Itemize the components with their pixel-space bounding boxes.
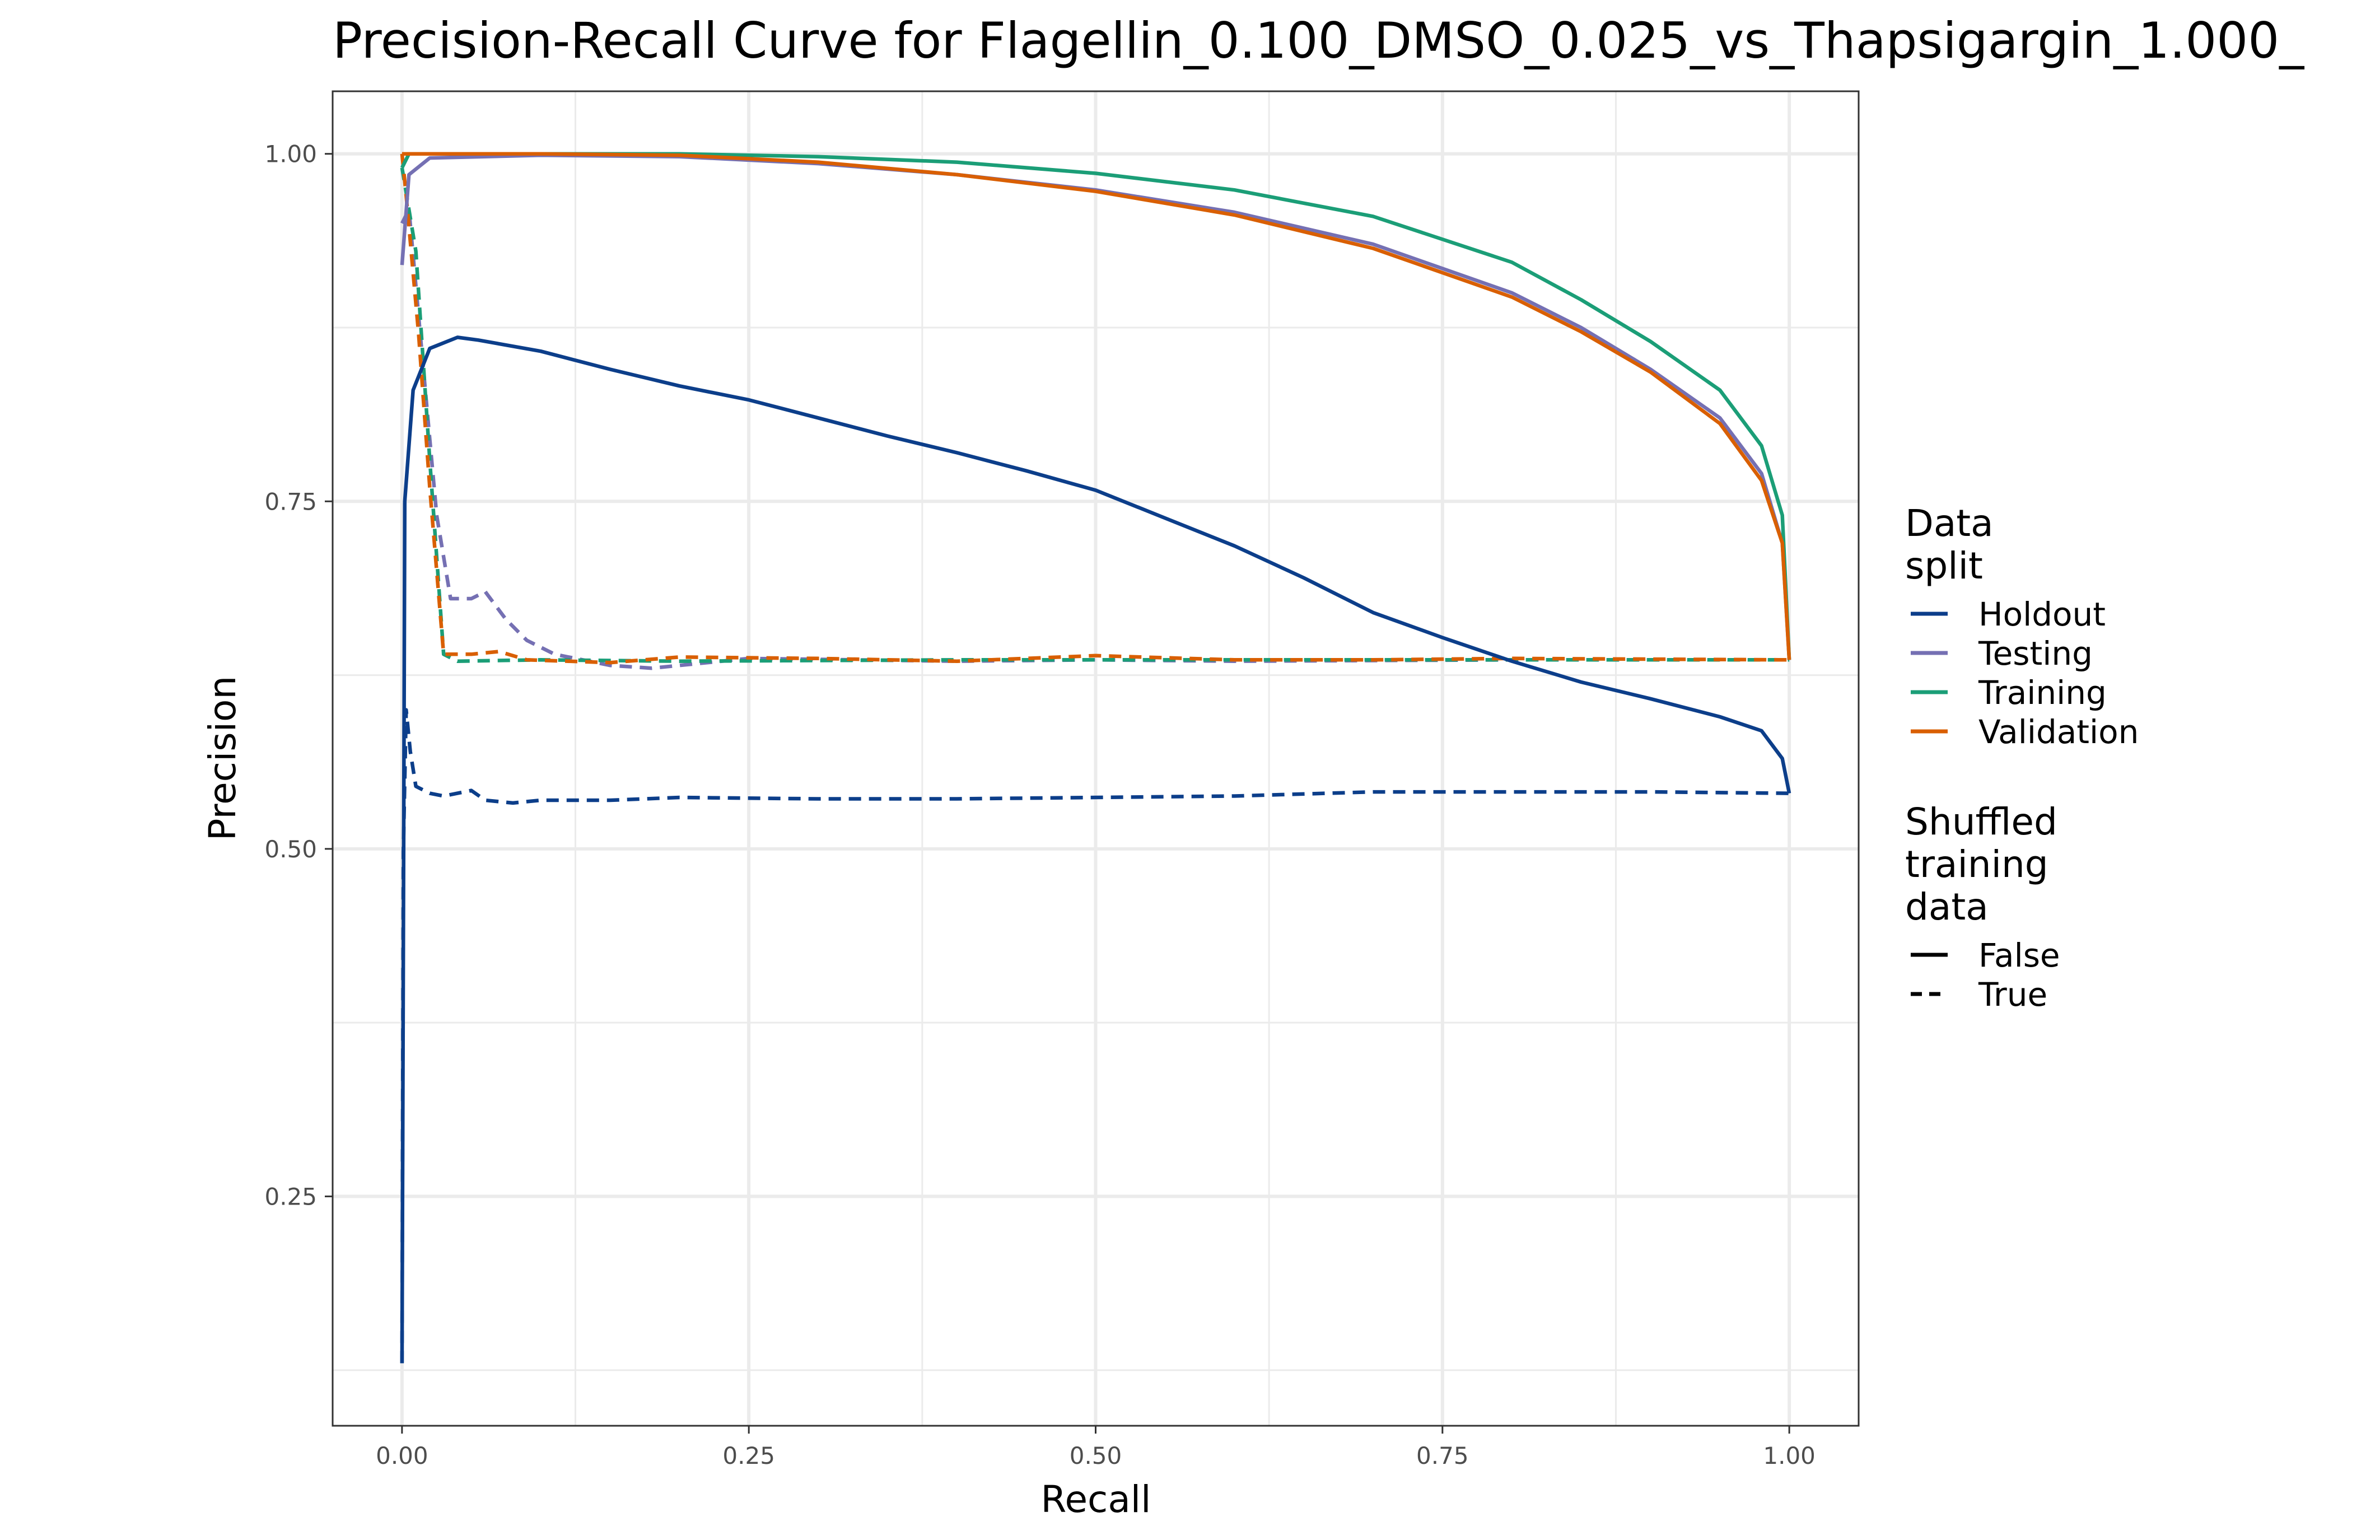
x-tick-label: 0.75	[1416, 1442, 1469, 1469]
legend-label-holdout: Holdout	[1978, 595, 2106, 633]
legend-label-validation: Validation	[1978, 713, 2139, 751]
chart-title: Precision-Recall Curve for Flagellin_0.1…	[333, 12, 2304, 69]
x-tick-label: 0.00	[376, 1442, 428, 1469]
x-tick-label: 0.50	[1070, 1442, 1122, 1469]
y-tick-label: 0.75	[264, 488, 317, 515]
y-tick-label: 1.00	[264, 141, 317, 168]
series-line-training-shuffled	[400, 167, 1790, 663]
y-axis: 0.25 0.50 0.75 1.00	[264, 141, 333, 1210]
legend-title-shuffled: data	[1905, 885, 1989, 928]
series-line-holdout-shuffled	[400, 708, 1790, 1364]
x-tick-label: 0.25	[722, 1442, 775, 1469]
legend-label-training: Training	[1978, 674, 2107, 712]
legend-title-shuffled: training	[1905, 843, 2048, 886]
series-line-holdout-unshuffled	[400, 335, 1791, 1364]
x-axis-title: Recall	[1041, 1478, 1151, 1521]
series-line-validation-unshuffled	[402, 152, 1791, 660]
y-tick-label: 0.25	[264, 1183, 317, 1210]
legend-label-true: True	[1978, 976, 2047, 1014]
series-line-validation-shuffled	[400, 153, 1790, 665]
plot-panel	[332, 90, 1860, 1427]
legend-title-data-split: split	[1905, 544, 1983, 587]
y-axis-title: Precision	[201, 676, 244, 841]
x-tick-label: 1.00	[1763, 1442, 1816, 1469]
series-line-testing-unshuffled	[400, 153, 1791, 660]
grid-lines	[333, 91, 1859, 1426]
legend-title-data-split: Data	[1905, 502, 1994, 545]
y-tick-label: 0.50	[264, 836, 317, 863]
legend-title-shuffled: Shuffled	[1905, 800, 2057, 843]
legend-label-testing: Testing	[1978, 634, 2093, 673]
x-axis: 0.00 0.25 0.50 0.75 1.00	[376, 1426, 1816, 1469]
legend-label-false: False	[1978, 936, 2060, 974]
series-layer	[400, 152, 1791, 1364]
